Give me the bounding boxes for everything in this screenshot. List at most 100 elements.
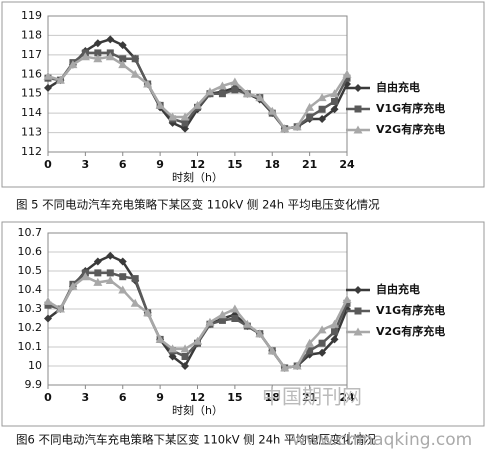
marker: [305, 338, 315, 347]
legend-marker: [353, 125, 363, 134]
x-tick-label: 3: [82, 158, 90, 171]
marker: [330, 335, 339, 344]
marker: [280, 363, 290, 372]
x-tick-label: 24: [339, 391, 355, 404]
marker: [193, 100, 202, 109]
marker: [318, 105, 326, 113]
watermark: 中国期刊网: [262, 385, 362, 409]
y-tick-label: 116: [21, 67, 42, 80]
series-line: [47, 271, 349, 370]
legend-marker: [354, 84, 362, 92]
legend-label: V2G有序充电: [376, 324, 445, 338]
marker: [106, 251, 115, 260]
marker: [119, 55, 127, 63]
marker: [168, 112, 178, 121]
y-tick-label: 9.9: [25, 378, 43, 391]
marker: [330, 89, 340, 98]
x-tick-label: 12: [190, 158, 205, 171]
marker: [331, 97, 339, 105]
marker: [267, 346, 277, 355]
y-tick-label: 10.1: [18, 340, 43, 353]
marker: [44, 314, 52, 323]
y-tick-label: 114: [21, 106, 42, 119]
y-tick-label: 10.5: [18, 264, 43, 277]
marker: [44, 83, 52, 92]
x-tick-label: 12: [190, 391, 205, 404]
y-tick-label: 10.6: [18, 245, 43, 258]
marker: [43, 296, 53, 305]
x-tick-label: 6: [119, 158, 127, 171]
caption: 图6 不同电动汽车充电策略下某区变 110kV 侧 24h 平均电压变化情况: [16, 433, 376, 447]
x-tick-label: 3: [82, 391, 90, 404]
marker: [168, 352, 177, 361]
marker: [217, 81, 227, 90]
marker: [106, 35, 115, 44]
x-tick-label: 15: [227, 391, 242, 404]
marker: [143, 308, 153, 317]
marker: [105, 276, 115, 284]
x-tick-label: 6: [119, 391, 127, 404]
marker: [193, 336, 202, 345]
x-tick-label: 9: [156, 158, 164, 171]
legend-label: 自由充电: [376, 282, 420, 296]
marker: [55, 75, 65, 84]
legend-label: 自由充电: [376, 80, 420, 94]
marker: [131, 55, 139, 63]
marker: [130, 69, 140, 78]
y-tick-label: 10.4: [18, 283, 43, 296]
marker: [255, 93, 265, 102]
y-tick-label: 113: [21, 126, 42, 139]
legend-marker: [354, 286, 362, 294]
plot-border: [47, 15, 348, 153]
marker: [55, 304, 65, 313]
marker: [131, 275, 139, 283]
marker: [331, 328, 339, 336]
y-tick-label: 119: [21, 9, 42, 22]
x-axis-label: 时刻（h）: [172, 403, 223, 417]
marker: [44, 301, 52, 309]
marker: [181, 353, 189, 360]
marker: [230, 304, 240, 313]
marker: [119, 273, 127, 281]
y-tick-label: 10.7: [18, 226, 43, 239]
marker: [180, 344, 190, 353]
y-tick-label: 117: [21, 48, 42, 61]
marker: [68, 60, 78, 69]
marker: [93, 277, 103, 286]
marker: [230, 77, 240, 86]
y-tick-label: 115: [21, 87, 42, 100]
marker: [342, 295, 352, 303]
marker: [255, 329, 265, 338]
marker: [217, 310, 227, 319]
marker: [118, 60, 128, 69]
frame: [1, 1, 485, 188]
marker: [306, 113, 314, 121]
marker: [292, 122, 302, 131]
marker: [93, 257, 102, 266]
x-tick-label: 0: [44, 158, 52, 171]
marker: [305, 102, 315, 111]
marker: [231, 315, 239, 322]
marker: [330, 319, 340, 328]
marker: [80, 52, 90, 61]
marker: [155, 100, 165, 109]
marker: [181, 362, 190, 370]
marker: [143, 79, 153, 88]
marker: [318, 114, 327, 123]
marker: [130, 298, 140, 307]
marker: [218, 90, 226, 98]
marker: [68, 281, 78, 290]
marker: [343, 299, 351, 307]
marker: [292, 361, 302, 370]
marker: [342, 69, 352, 78]
frame: [1, 221, 485, 427]
marker: [106, 269, 114, 277]
marker: [118, 285, 128, 294]
marker: [93, 39, 102, 48]
watermark: www.chinaqking.com: [292, 430, 472, 450]
marker: [280, 124, 290, 133]
y-tick-label: 10.3: [18, 302, 43, 315]
marker: [94, 49, 102, 57]
marker: [181, 119, 189, 127]
